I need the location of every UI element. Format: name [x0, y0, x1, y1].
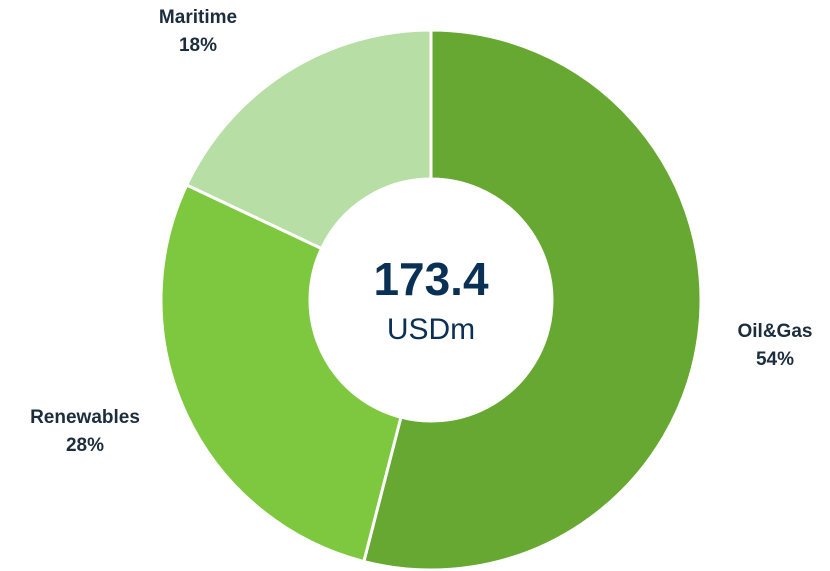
center-unit: USDm	[387, 313, 475, 346]
center-value: 173.4	[373, 253, 489, 305]
slice-percent: 18%	[179, 35, 217, 56]
slice-percent: 28%	[66, 435, 104, 456]
slice	[159, 183, 403, 564]
slice	[184, 28, 433, 251]
slice	[362, 28, 703, 571]
slice-label: Renewables	[30, 407, 140, 428]
slice-label: Maritime	[159, 7, 237, 28]
slice-percent: 54%	[756, 349, 794, 370]
slice-label: Oil&Gas	[738, 321, 813, 342]
